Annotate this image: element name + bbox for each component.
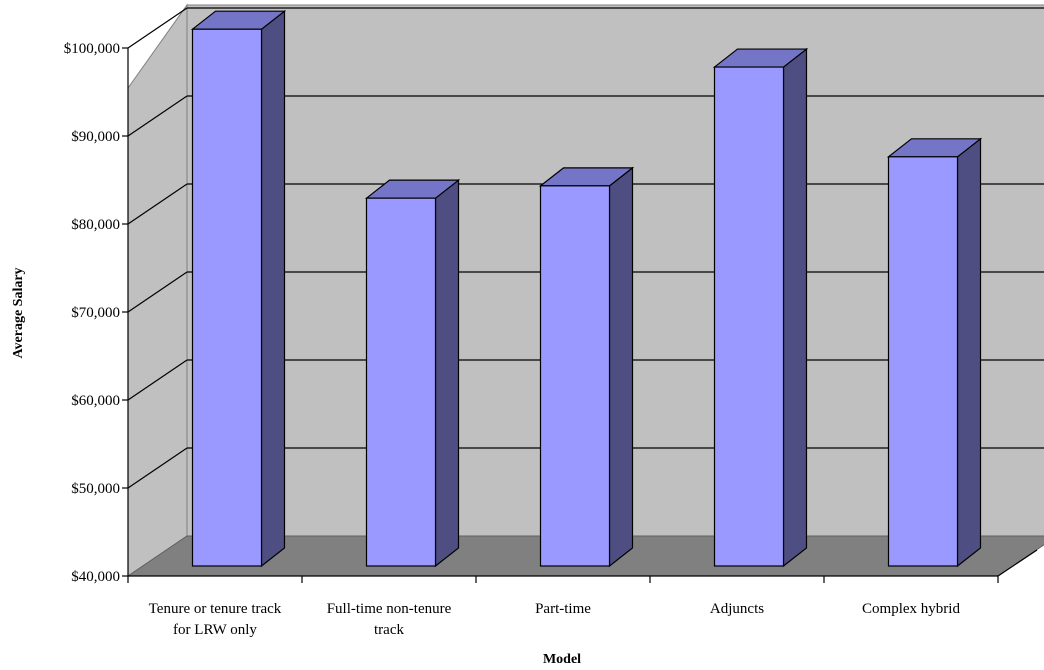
bar bbox=[190, 9, 287, 568]
x-axis-depth-edge bbox=[997, 549, 1038, 577]
gridline-side bbox=[127, 271, 188, 313]
y-axis-title: Average Salary bbox=[11, 267, 26, 358]
x-tick-label: Full-time non-tenure bbox=[327, 601, 452, 617]
bar-front bbox=[539, 185, 611, 567]
bar-side bbox=[260, 9, 286, 568]
x-tick-label: Complex hybrid bbox=[862, 601, 960, 617]
axis-labels: $40,000 $50,000 $60,000 $70,000 $80,000 $90,0… bbox=[64, 41, 961, 638]
bar-side bbox=[782, 47, 808, 568]
x-tick-label: Tenure or tenure track bbox=[149, 601, 282, 617]
gridline-side bbox=[127, 7, 188, 49]
bar-side bbox=[956, 137, 982, 568]
side-wall bbox=[127, 3, 188, 577]
x-tick-label: Part-time bbox=[535, 601, 591, 617]
x-axis-title: Model bbox=[543, 652, 581, 667]
y-tick-label: $50,000 bbox=[71, 481, 120, 497]
bar bbox=[712, 47, 809, 568]
y-tick-label: $60,000 bbox=[71, 393, 120, 409]
x-tick-label: for LRW only bbox=[173, 622, 257, 638]
x-tick-label: Adjuncts bbox=[710, 601, 764, 617]
bar-front bbox=[191, 28, 263, 567]
bar-front bbox=[887, 156, 959, 567]
y-tick-label: $40,000 bbox=[71, 569, 120, 585]
bar bbox=[538, 166, 635, 568]
bar-side bbox=[608, 166, 634, 568]
gridline-side bbox=[127, 95, 188, 137]
bars-group bbox=[190, 9, 983, 568]
bar bbox=[364, 178, 461, 568]
y-tick-label: $80,000 bbox=[71, 217, 120, 233]
bar bbox=[886, 137, 983, 568]
bar-side bbox=[434, 178, 460, 568]
y-tick-label: $100,000 bbox=[64, 41, 120, 57]
axes bbox=[122, 47, 1038, 583]
gridline-side bbox=[127, 447, 188, 489]
y-tick-label: $90,000 bbox=[71, 129, 120, 145]
bar-front bbox=[713, 66, 785, 567]
gridline-side bbox=[127, 359, 188, 401]
gridline-side bbox=[127, 183, 188, 225]
bar-front bbox=[365, 197, 437, 567]
y-tick-label: $70,000 bbox=[71, 305, 120, 321]
x-tick-label: track bbox=[374, 622, 404, 638]
